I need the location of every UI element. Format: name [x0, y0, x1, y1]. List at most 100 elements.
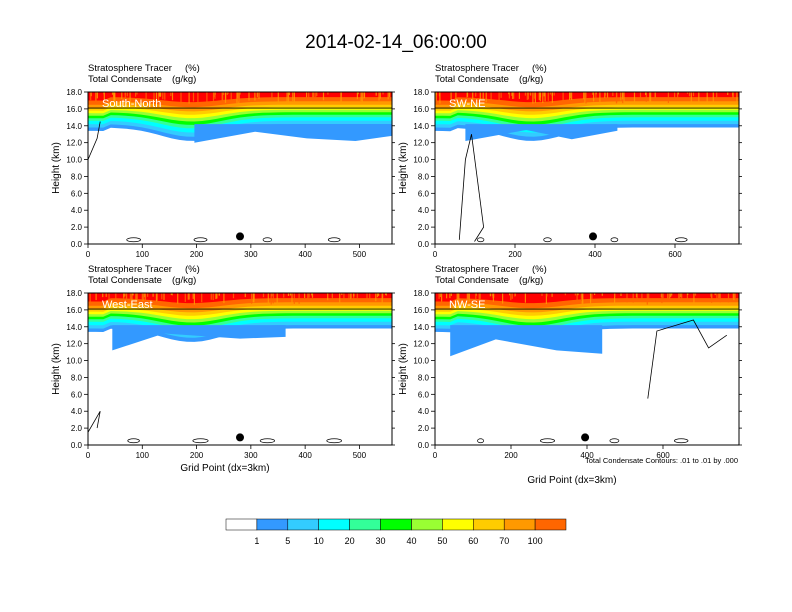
surface-contour [609, 438, 620, 444]
surface-contour [127, 438, 140, 444]
panel-label: West-East [102, 299, 153, 311]
y-tick-label: 10.0 [66, 357, 82, 366]
tracer-streak [251, 293, 253, 304]
tracer-streak [688, 92, 691, 97]
tracer-streak [645, 92, 647, 95]
condensate-cloud [112, 325, 286, 351]
colorbar-box [349, 518, 381, 531]
y-tick-label: 0.0 [418, 441, 430, 450]
panel-label: South-North [102, 98, 161, 110]
tracer-streak [375, 293, 377, 302]
tracer-streak [272, 293, 274, 304]
y-tick-label: 12.0 [413, 139, 429, 148]
subtitle-field-2: Total Condensate [435, 275, 509, 286]
tracer-streak [649, 92, 651, 104]
chart-panel-0: South-North Stratosphere Tracer (%) Total C… [51, 63, 395, 259]
tracer-streak [604, 92, 607, 96]
y-tick-label: 18.0 [66, 88, 82, 97]
tracer-streak [304, 293, 306, 298]
tracer-streak [604, 92, 606, 99]
tracer-streak [129, 293, 131, 303]
surface-contour [126, 237, 141, 243]
tracer-streak [132, 293, 134, 295]
x-tick-label: 100 [136, 250, 150, 259]
chart-panel-1: SW-NE Stratosphere Tracer (%) Total Condens… [398, 63, 742, 259]
y-tick-label: 14.0 [66, 323, 82, 332]
tracer-streak [212, 293, 214, 301]
tracer-streak [706, 92, 708, 102]
tracer-streak [215, 293, 217, 300]
subtitle-field-1: Stratosphere Tracer [435, 264, 519, 275]
y-tick-label: 16.0 [413, 306, 429, 315]
tracer-streak [687, 293, 689, 295]
y-axis-label: Height (km) [398, 142, 409, 194]
y-tick-label: 8.0 [71, 172, 83, 181]
x-tick-label: 200 [190, 451, 204, 460]
tracer-streak [541, 293, 543, 296]
tracer-streak [626, 293, 628, 303]
tracer-streak [485, 92, 487, 103]
tracer-streak [580, 293, 583, 298]
x-tick-label: 600 [656, 451, 670, 460]
tracer-streak [639, 92, 642, 101]
tracer-streak [213, 92, 215, 97]
tracer-streak [331, 293, 333, 298]
x-tick-label: 400 [588, 250, 602, 259]
tracer-streak [308, 293, 310, 298]
y-tick-label: 6.0 [418, 390, 430, 399]
tracer-streak [227, 92, 229, 94]
tracer-streak [315, 92, 317, 98]
chart-panel-3: NW-SE Stratosphere Tracer (%) Total Condens… [398, 264, 742, 486]
tracer-streak [156, 293, 158, 301]
tracer-streak [511, 92, 513, 96]
tracer-streak [382, 92, 384, 95]
x-tick-label: 400 [298, 451, 312, 460]
condensate-cloud [465, 124, 618, 141]
y-tick-label: 16.0 [66, 306, 82, 315]
tracer-streak [350, 293, 352, 300]
tracer-streak [716, 293, 718, 300]
y-tick-label: 10.0 [66, 156, 82, 165]
colorbar-box [318, 518, 350, 531]
colorbar-box [256, 518, 289, 531]
tracer-streak [293, 92, 295, 103]
tracer-streak [357, 92, 359, 95]
tracer-streak [102, 293, 104, 298]
y-tick-label: 4.0 [71, 206, 83, 215]
tracer-streak [136, 293, 138, 304]
tracer-streak [313, 92, 315, 100]
tracer-streak [686, 92, 689, 94]
y-tick-label: 8.0 [418, 172, 430, 181]
field-layer [88, 92, 392, 244]
tracer-streak [283, 293, 285, 298]
tracer-streak [593, 92, 595, 102]
tracer-streak [680, 293, 682, 297]
tracer-streak [547, 92, 549, 101]
tracer-streak [446, 293, 448, 299]
tracer-streak [727, 293, 730, 303]
tracer-streak [232, 293, 235, 299]
tracer-streak [662, 293, 664, 299]
y-tick-label: 18.0 [413, 88, 429, 97]
tracer-streak [592, 92, 594, 95]
tracer-streak [114, 92, 116, 102]
y-tick-label: 2.0 [418, 424, 430, 433]
tracer-streak [614, 293, 616, 298]
y-tick-label: 6.0 [418, 189, 430, 198]
tracer-streak [339, 293, 341, 305]
y-tick-label: 12.0 [66, 340, 82, 349]
tracer-streak [475, 92, 477, 97]
tracer-streak [180, 92, 182, 104]
y-tick-label: 2.0 [418, 223, 430, 232]
tracer-streak [498, 92, 500, 101]
tracer-streak [113, 92, 115, 104]
tracer-streak [316, 92, 318, 96]
tracer-streak [524, 293, 526, 303]
tracer-streak [648, 293, 650, 300]
tracer-streak [677, 92, 679, 98]
tracer-streak [569, 92, 571, 99]
colorbar-box [534, 518, 567, 531]
panel-label: SW-NE [449, 98, 485, 110]
tracer-streak [201, 293, 203, 303]
tracer-streak [155, 92, 158, 100]
